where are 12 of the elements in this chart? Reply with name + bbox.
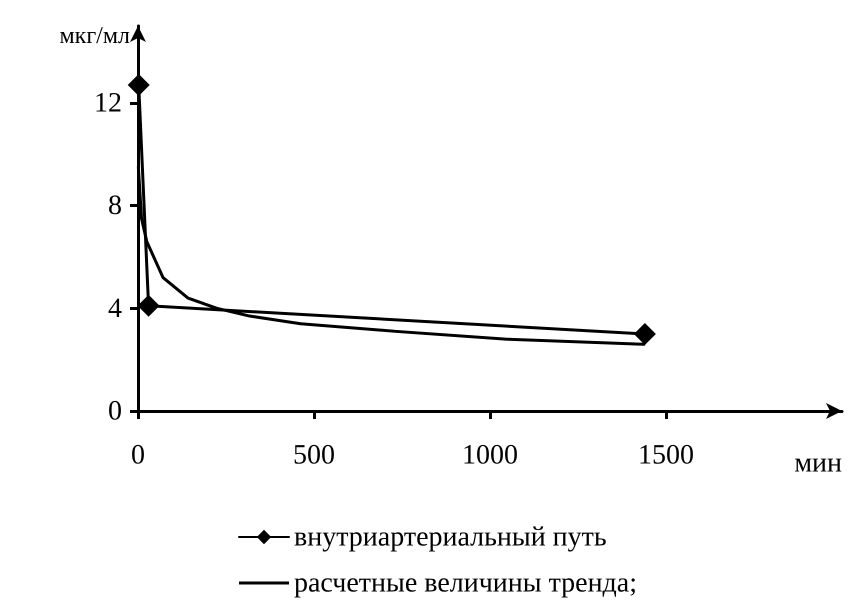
x-tick-label: 500 (293, 440, 335, 470)
y-axis-title: мкг/мл (59, 23, 130, 49)
y-tick-label: 0 (108, 396, 122, 426)
x-tick-label: 0 (131, 440, 145, 470)
y-tick-label: 8 (108, 190, 122, 222)
y-tick-label: 4 (108, 292, 122, 324)
x-tick-label: 1000 (462, 440, 518, 470)
x-tick-label: 1500 (638, 440, 694, 470)
y-tick-label: 12 (94, 88, 122, 118)
legend-label: внутриартериальный путь (294, 522, 607, 552)
legend-label: расчетные величины тренда; (294, 568, 638, 598)
x-axis-title: мин (794, 448, 842, 478)
